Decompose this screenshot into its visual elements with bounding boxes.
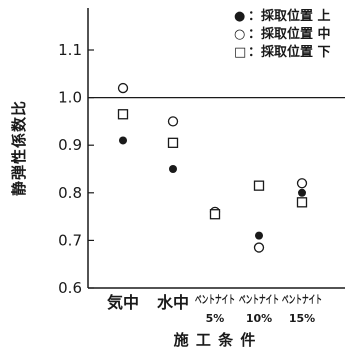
legend-symbol-middle: ○ bbox=[234, 27, 245, 42]
point-middle bbox=[167, 116, 179, 127]
point-middle bbox=[296, 178, 308, 189]
x-category-label-sub: 10% bbox=[246, 312, 272, 325]
x-category-label: 気中 bbox=[107, 293, 139, 312]
legend-label-lower: ：採取位置 下 bbox=[248, 44, 331, 60]
y-tick-label: 1.1 bbox=[58, 41, 82, 59]
point-lower bbox=[296, 197, 308, 208]
point-upper bbox=[119, 136, 127, 145]
legend-label-upper: ：採取位置 上 bbox=[248, 8, 331, 24]
point-lower bbox=[209, 209, 221, 220]
x-category-label: ベントナイト bbox=[239, 293, 279, 306]
point-upper bbox=[169, 165, 177, 173]
point-middle bbox=[117, 82, 129, 94]
y-axis-title: 静弾性係数比 bbox=[10, 100, 28, 196]
y-ticks: 0.6 0.7 0.8 0.9 1.0 1.1 bbox=[58, 41, 94, 297]
point-lower bbox=[167, 137, 179, 148]
legend-item-lower: □ ：採取位置 下 bbox=[234, 44, 331, 60]
legend-symbol-upper: ● bbox=[234, 9, 245, 24]
legend: ● ：採取位置 上 ○ ：採取位置 中 □ ：採取位置 下 bbox=[234, 8, 331, 60]
y-tick-label: 0.7 bbox=[58, 231, 82, 249]
legend-label-middle: ：採取位置 中 bbox=[248, 26, 331, 42]
y-tick-label: 0.8 bbox=[58, 184, 82, 202]
legend-item-upper: ● ：採取位置 上 bbox=[234, 8, 331, 24]
x-category-label: ベントナイト bbox=[195, 293, 235, 306]
point-middle bbox=[253, 242, 265, 253]
legend-item-middle: ○ ：採取位置 中 bbox=[234, 26, 331, 42]
y-tick-label: 0.6 bbox=[58, 279, 82, 297]
y-tick-label: 0.9 bbox=[58, 136, 82, 154]
x-axis-title: 施 工 条 件 bbox=[174, 331, 257, 349]
x-category-label: 水中 bbox=[157, 293, 189, 312]
y-tick-label: 1.0 bbox=[58, 89, 82, 107]
point-lower bbox=[117, 109, 129, 120]
x-category-label-sub: 5% bbox=[206, 312, 225, 325]
x-category-label: ベントナイト bbox=[282, 293, 322, 306]
point-upper bbox=[298, 188, 306, 197]
x-category-label-sub: 15% bbox=[289, 312, 315, 325]
point-upper bbox=[255, 231, 263, 240]
legend-symbol-lower: □ bbox=[234, 45, 246, 60]
data-points bbox=[117, 82, 308, 253]
point-lower bbox=[253, 180, 265, 191]
